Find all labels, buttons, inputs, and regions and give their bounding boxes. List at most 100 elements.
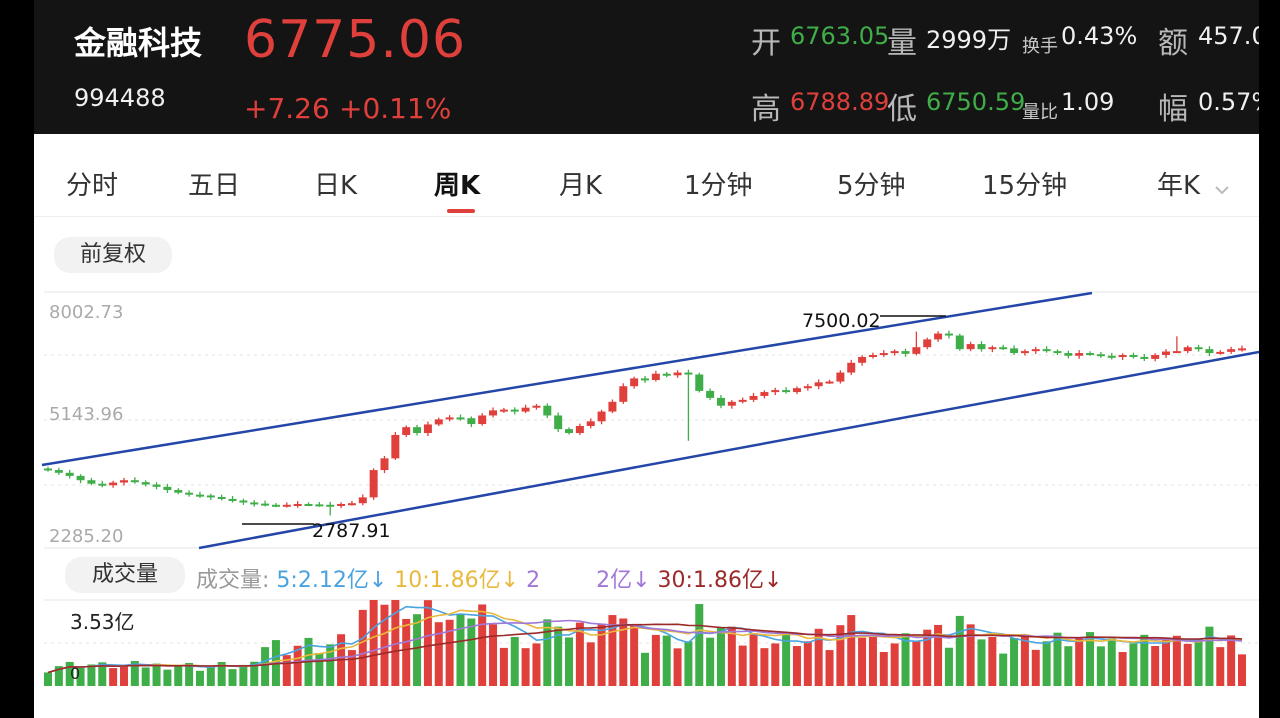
candle-body (1151, 355, 1160, 359)
candle-body (293, 504, 302, 507)
volume-bar (521, 648, 530, 686)
volume-bar (478, 604, 487, 686)
volume-bar (152, 663, 161, 686)
high-label: 高 (751, 92, 781, 127)
volume-bar (141, 667, 150, 686)
candle-body (814, 382, 823, 387)
candle-body (347, 503, 356, 506)
tab-15-minute[interactable]: 15分钟 (982, 171, 1068, 201)
candle-body (782, 390, 791, 393)
volume-bar (1118, 652, 1127, 686)
volume-label: 量 (887, 26, 917, 61)
stock-name: 金融科技 (74, 24, 203, 62)
volume-bar (684, 641, 693, 686)
candle-body (619, 386, 628, 402)
tab-weekly-k[interactable]: 周K (434, 171, 481, 201)
volume-bar (782, 634, 791, 686)
tab-five-day[interactable]: 五日 (188, 171, 241, 201)
volume-bar (771, 643, 780, 686)
candle-body (1042, 349, 1051, 352)
candle-body (391, 434, 400, 459)
candle-body (988, 347, 997, 350)
volume-bar (499, 647, 508, 686)
candle-body (738, 399, 747, 402)
volume-ratio-label: 量比 (1022, 102, 1058, 123)
open-value: 6763.05 (790, 22, 890, 50)
volume-bar (977, 639, 986, 686)
volume-ma5: 5:2.12亿 (276, 568, 369, 593)
candle-body (847, 362, 856, 373)
candle-body (445, 417, 454, 420)
volume-bar (467, 618, 476, 686)
candle-body (304, 504, 313, 507)
volume-bar (217, 662, 226, 686)
tab-monthly-k[interactable]: 月K (559, 171, 603, 201)
volume-bar (326, 644, 335, 686)
candle-body (716, 397, 725, 406)
volume-bar (641, 652, 649, 686)
price-axis-top: 8002.73 (49, 302, 123, 323)
volume-bar (87, 664, 96, 686)
volume-bar (510, 636, 519, 686)
quote-header: 金融科技 994488 6775.06 +7.26 +0.11% 开 6763.… (34, 0, 1259, 134)
volume-bar (662, 635, 671, 686)
volume-legend: 成交量: 5:2.12亿↓ 10:1.86亿↓ 2 2亿↓ 30:1.86亿↓ (196, 562, 782, 594)
volume-bar (651, 634, 660, 686)
volume-ma20-start: 2 (526, 568, 541, 593)
tab-5-minute[interactable]: 5分钟 (837, 171, 906, 201)
volume-bar (206, 666, 215, 686)
candle-body (684, 372, 693, 375)
volume-bar (423, 600, 432, 686)
candle-body (217, 496, 226, 499)
volume-bar (413, 614, 422, 686)
candle-body (727, 401, 736, 406)
candle-body (532, 405, 541, 408)
volume-bar (575, 622, 584, 686)
volume-bar (1205, 626, 1214, 686)
price-axis-bottom: 2285.20 (49, 526, 123, 547)
volume-ratio-value: 1.09 (1061, 88, 1115, 116)
active-tab-indicator (447, 209, 475, 213)
candle-body (380, 458, 389, 471)
tab-yearly-k[interactable]: 年K (1157, 165, 1230, 202)
candle-body (478, 415, 487, 425)
tab-daily-k[interactable]: 日K (314, 171, 358, 201)
tab-intraday[interactable]: 分时 (66, 171, 119, 201)
adjust-mode-button[interactable]: 前复权 (54, 237, 172, 273)
candle-body (358, 497, 367, 504)
candle-body (1010, 348, 1019, 354)
tab-1-minute[interactable]: 1分钟 (684, 171, 753, 201)
volume-ma-lines (47, 605, 1243, 674)
candle-body (706, 390, 715, 398)
turnover-label: 换手 (1022, 36, 1058, 57)
volume-bar (565, 637, 574, 686)
volume-indicator-button[interactable]: 成交量 (65, 557, 185, 593)
candle-body (98, 483, 107, 486)
volume-bar (727, 626, 736, 686)
volume-bar (456, 613, 465, 686)
volume-bar (1086, 632, 1095, 686)
volume-bar (760, 648, 769, 686)
candle-body (1172, 351, 1181, 354)
candle-body (1129, 355, 1138, 358)
volume-bar (543, 619, 552, 686)
volume-bar (597, 623, 606, 686)
candle-body (955, 335, 964, 350)
volume-bar (1064, 646, 1073, 686)
candle-body (879, 353, 888, 356)
candle-body (1140, 356, 1149, 359)
volume-bar (1129, 643, 1138, 686)
ma10-down-arrow-icon: ↓ (500, 568, 520, 593)
candle-body (521, 407, 530, 412)
candle-body (565, 429, 574, 434)
app: 金融科技 994488 6775.06 +7.26 +0.11% 开 6763.… (34, 0, 1259, 718)
low-annotation: 2787.91 (312, 520, 391, 542)
candle-body (87, 480, 96, 484)
candle-body (413, 427, 422, 434)
volume-bar (749, 633, 758, 686)
candle-body (641, 378, 649, 381)
amount-value: 457.0 (1198, 22, 1259, 50)
volume-bar (1216, 647, 1225, 686)
candle-body (402, 427, 411, 435)
volume-bar (1053, 632, 1062, 686)
